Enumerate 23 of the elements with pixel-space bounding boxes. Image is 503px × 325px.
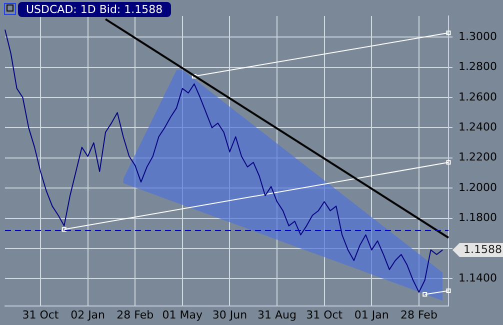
y-tick-label: 1.2200	[458, 150, 498, 164]
y-tick-label: 1.2800	[458, 60, 498, 74]
y-tick-label: 1.1400	[458, 271, 498, 284]
text: 1.1588	[464, 242, 502, 256]
chart-title: USDCAD: 1D Bid: 1.1588	[18, 2, 171, 17]
x-tick-label: 01 Jan	[354, 308, 389, 322]
point	[422, 292, 428, 297]
x-tick-label: 28 Feb	[400, 308, 438, 322]
point	[62, 227, 66, 232]
x-tick-label: 28 Feb	[116, 308, 154, 322]
y-tick-label: 1.2600	[458, 90, 498, 104]
y-tick-label: 1.1800	[458, 211, 498, 224]
x-tick-label: 30 Jun	[212, 308, 248, 322]
x-tick-label: 31 Aug	[258, 308, 297, 322]
point	[446, 288, 451, 293]
x-tick-label: 01 May	[162, 308, 204, 322]
x-tick-label: 02 Jan	[70, 308, 106, 322]
x-tick-label: 31 Oct	[22, 308, 60, 322]
x-tick-label: 31 Oct	[306, 308, 344, 322]
y-tick-label: 1.3000	[458, 30, 498, 43]
y-tick-label: 1.2400	[458, 120, 498, 134]
point	[446, 160, 451, 165]
y-tick-label: 1.2000	[458, 180, 498, 194]
